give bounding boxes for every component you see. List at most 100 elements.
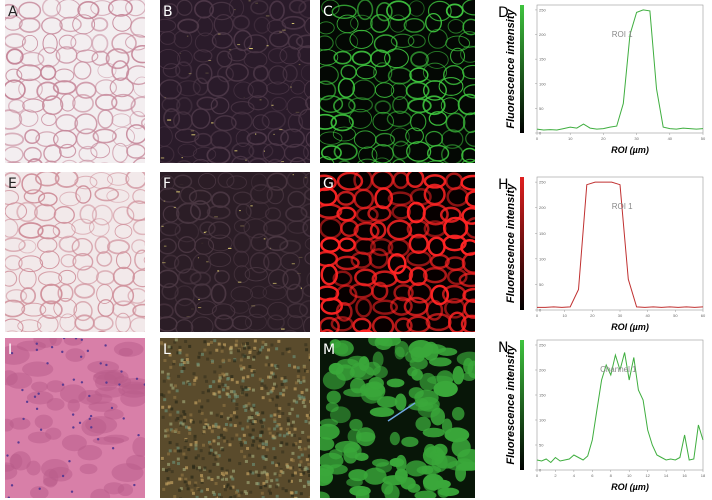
cell-outline	[267, 47, 288, 64]
cell-outline	[403, 17, 425, 33]
speck	[173, 495, 177, 498]
speck	[214, 482, 218, 486]
cell-outline	[462, 112, 475, 134]
speck	[215, 348, 219, 352]
speck	[245, 393, 249, 397]
cell-outline	[357, 158, 378, 163]
speck	[256, 413, 260, 417]
speck	[217, 270, 220, 272]
nucleus	[37, 392, 40, 395]
cell-outline	[374, 132, 396, 147]
speck	[284, 489, 288, 493]
speck	[306, 439, 310, 443]
cell-outline	[79, 204, 98, 225]
cell-outline	[97, 62, 117, 79]
speck	[199, 420, 203, 424]
speck	[253, 339, 257, 343]
speck	[305, 413, 309, 417]
speck	[161, 405, 165, 409]
speck	[202, 430, 206, 434]
speck	[303, 447, 307, 451]
speck	[265, 448, 269, 452]
green-blob	[401, 436, 419, 448]
speck	[230, 375, 234, 379]
speck	[263, 384, 267, 388]
speck	[243, 354, 247, 358]
y-tick-label: 0	[539, 131, 542, 136]
cell-outline	[367, 205, 392, 222]
speck	[287, 422, 291, 426]
cell-outline	[53, 205, 75, 224]
speck	[303, 467, 307, 471]
speck	[273, 419, 277, 423]
speck	[163, 398, 167, 402]
speck	[182, 360, 186, 364]
speck	[211, 122, 214, 124]
speck	[309, 490, 310, 494]
speck	[242, 433, 246, 437]
cell-outline	[355, 64, 377, 80]
cell-outline	[175, 202, 202, 224]
green-blob	[349, 418, 363, 431]
speck	[270, 479, 274, 483]
speck	[224, 422, 228, 426]
cell-outline	[140, 117, 145, 129]
fiber	[86, 393, 113, 405]
cell-outline	[73, 283, 96, 299]
speck	[281, 393, 285, 397]
speck	[245, 159, 247, 161]
nucleus	[35, 407, 39, 411]
speck	[263, 238, 266, 240]
speck	[204, 418, 208, 422]
speck	[251, 428, 255, 432]
speck	[305, 177, 307, 179]
speck	[287, 431, 291, 435]
speck	[178, 351, 182, 355]
speck	[243, 490, 247, 494]
speck	[251, 462, 255, 466]
speck	[167, 345, 171, 349]
speck	[197, 466, 201, 470]
speck	[271, 386, 275, 390]
green-blob	[395, 454, 407, 472]
speck	[276, 364, 280, 368]
speck	[302, 471, 306, 475]
cell-outline	[78, 159, 96, 163]
cell-outline	[320, 49, 339, 66]
speck	[276, 423, 280, 427]
cell-outline	[369, 237, 394, 257]
x-tick-label: 2	[554, 473, 557, 478]
speck	[186, 487, 190, 491]
speck	[294, 442, 298, 446]
speck	[205, 488, 209, 492]
speck	[248, 0, 251, 2]
speck	[287, 363, 291, 367]
fiber	[9, 417, 31, 430]
speck	[203, 375, 207, 379]
speck	[200, 474, 204, 478]
speck	[189, 443, 193, 447]
green-blob	[368, 377, 384, 390]
speck	[171, 429, 175, 433]
speck	[279, 392, 283, 396]
cell-outline	[190, 316, 214, 332]
speck	[269, 247, 272, 249]
speck	[277, 462, 281, 466]
green-blob	[320, 491, 330, 498]
cell-outline	[247, 95, 269, 111]
speck	[247, 346, 251, 350]
speck	[276, 409, 280, 413]
micrograph: I	[5, 338, 145, 498]
speck	[169, 383, 173, 387]
fiber	[61, 434, 87, 452]
speck	[219, 496, 223, 498]
speck	[204, 495, 208, 498]
cell-outline	[249, 251, 270, 274]
speck	[297, 379, 301, 383]
speck	[288, 347, 292, 351]
speck	[233, 393, 237, 397]
speck	[246, 425, 250, 429]
cell-outline	[461, 147, 475, 163]
speck	[201, 391, 205, 395]
speck	[305, 467, 309, 471]
